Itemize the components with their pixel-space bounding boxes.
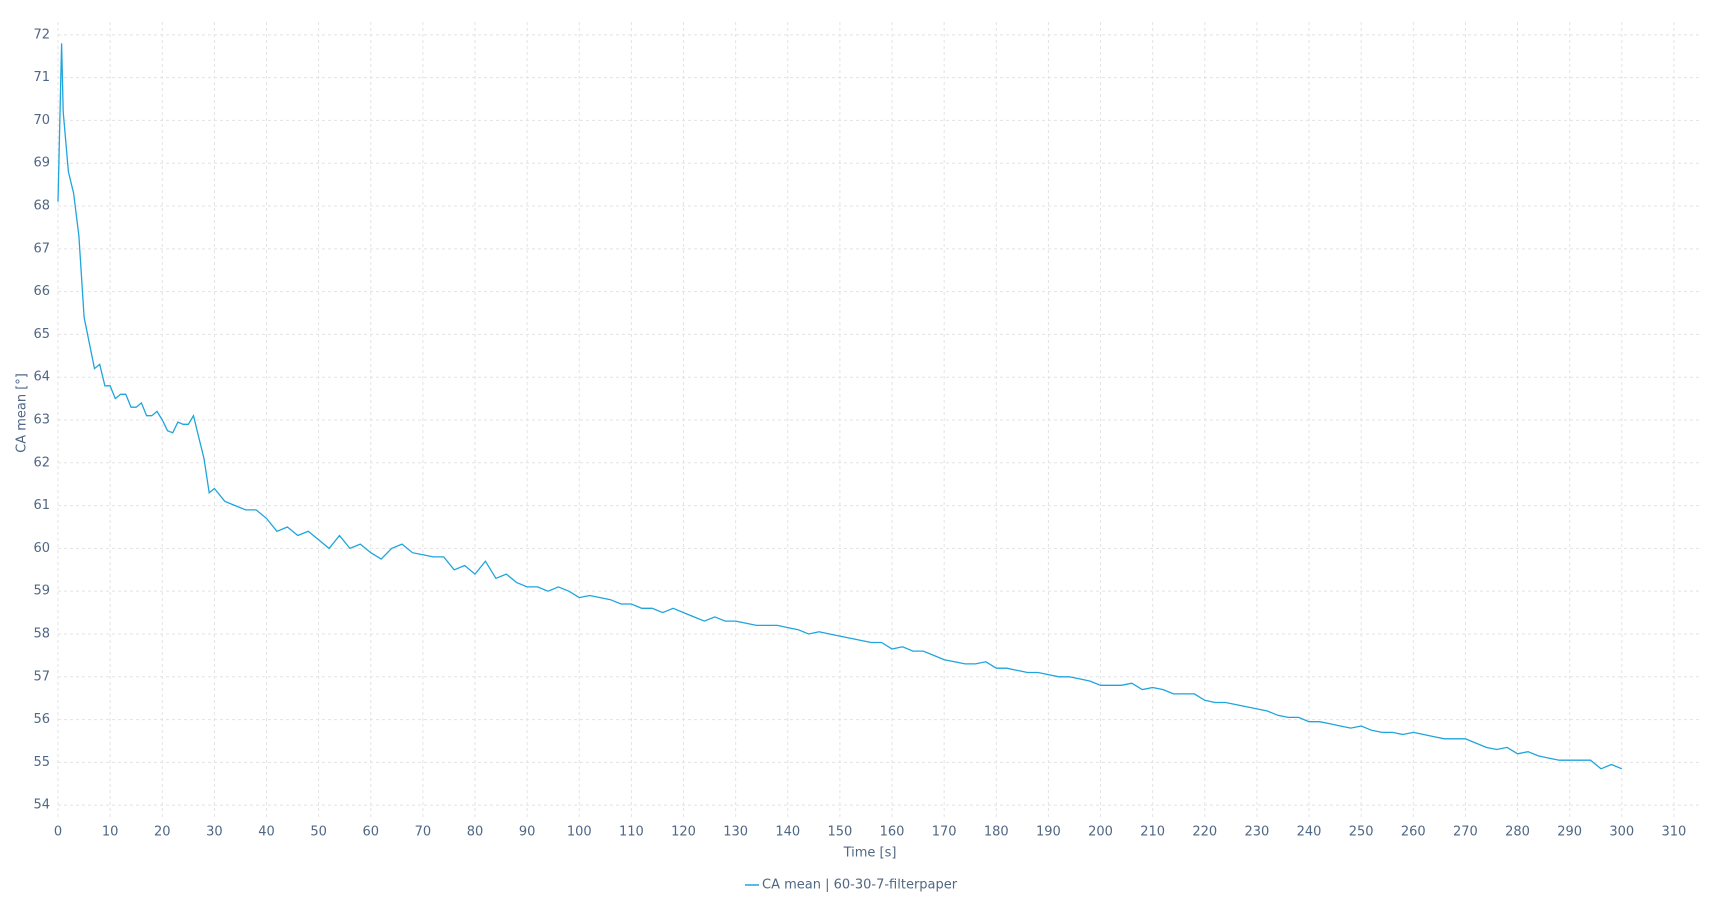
x-tick-label: 300 bbox=[1609, 825, 1634, 840]
y-tick-label: 72 bbox=[33, 27, 50, 42]
y-tick-label: 71 bbox=[33, 70, 50, 85]
legend-label: CA mean | 60-30-7-filterpaper bbox=[762, 878, 958, 893]
y-tick-label: 69 bbox=[33, 156, 50, 171]
y-tick-label: 63 bbox=[33, 413, 50, 428]
x-tick-label: 70 bbox=[415, 825, 432, 840]
x-tick-label: 200 bbox=[1088, 825, 1113, 840]
x-tick-label: 230 bbox=[1245, 825, 1270, 840]
x-tick-label: 80 bbox=[467, 825, 484, 840]
x-tick-label: 90 bbox=[519, 825, 536, 840]
x-tick-label: 190 bbox=[1036, 825, 1061, 840]
x-tick-label: 160 bbox=[880, 825, 905, 840]
y-tick-label: 70 bbox=[33, 113, 50, 128]
x-tick-label: 40 bbox=[258, 825, 275, 840]
x-tick-label: 180 bbox=[984, 825, 1009, 840]
x-tick-label: 270 bbox=[1453, 825, 1478, 840]
x-tick-label: 170 bbox=[932, 825, 957, 840]
y-tick-label: 59 bbox=[33, 584, 50, 599]
x-tick-label: 130 bbox=[723, 825, 748, 840]
x-tick-label: 50 bbox=[310, 825, 327, 840]
y-tick-label: 58 bbox=[33, 626, 50, 641]
x-tick-label: 210 bbox=[1140, 825, 1165, 840]
x-tick-label: 290 bbox=[1557, 825, 1582, 840]
x-tick-label: 120 bbox=[671, 825, 696, 840]
x-tick-label: 30 bbox=[206, 825, 223, 840]
x-tick-label: 60 bbox=[362, 825, 379, 840]
y-tick-label: 61 bbox=[33, 498, 50, 513]
x-tick-label: 0 bbox=[54, 825, 62, 840]
y-tick-label: 56 bbox=[33, 712, 50, 727]
y-tick-label: 66 bbox=[33, 284, 50, 299]
x-tick-label: 310 bbox=[1662, 825, 1687, 840]
y-tick-label: 55 bbox=[33, 755, 50, 770]
x-tick-label: 140 bbox=[775, 825, 800, 840]
x-tick-label: 220 bbox=[1192, 825, 1217, 840]
y-tick-label: 67 bbox=[33, 241, 50, 256]
data-line bbox=[57, 43, 1623, 770]
y-tick-label: 57 bbox=[33, 669, 50, 684]
x-tick-label: 240 bbox=[1297, 825, 1322, 840]
x-tick-label: 280 bbox=[1505, 825, 1530, 840]
x-tick-label: 150 bbox=[827, 825, 852, 840]
x-tick-label: 10 bbox=[102, 825, 119, 840]
y-axis-title: CA mean [°] bbox=[15, 373, 30, 453]
y-tick-label: 65 bbox=[33, 327, 50, 342]
x-tick-label: 20 bbox=[154, 825, 171, 840]
x-tick-label: 250 bbox=[1349, 825, 1374, 840]
y-tick-label: 64 bbox=[33, 370, 50, 385]
y-tick-label: 60 bbox=[33, 541, 50, 556]
x-tick-label: 260 bbox=[1401, 825, 1426, 840]
x-tick-label: 110 bbox=[619, 825, 644, 840]
y-tick-label: 62 bbox=[33, 455, 50, 470]
x-tick-label: 100 bbox=[567, 825, 592, 840]
y-tick-label: 68 bbox=[33, 199, 50, 214]
y-tick-label: 54 bbox=[33, 798, 50, 813]
x-axis-title: Time [s] bbox=[843, 846, 897, 861]
